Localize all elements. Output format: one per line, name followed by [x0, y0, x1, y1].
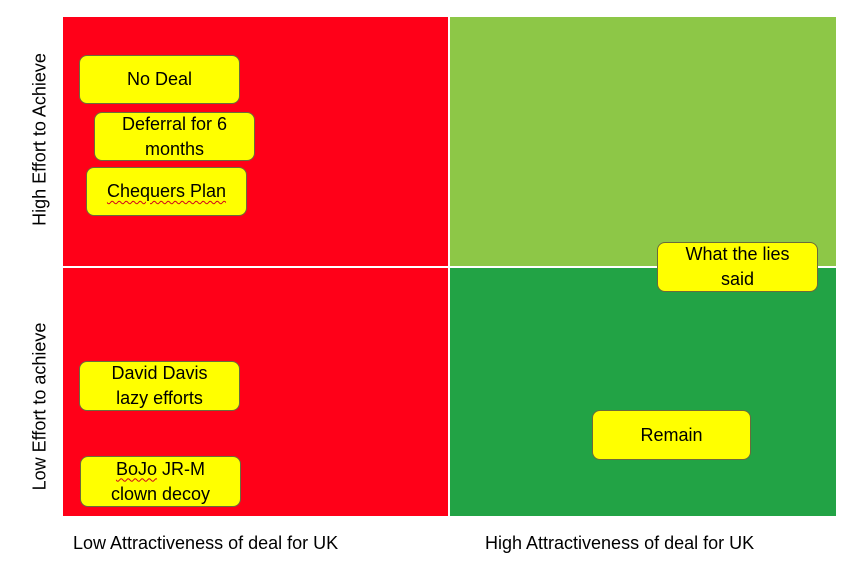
note-deferral-6-months: Deferral for 6 months: [94, 112, 255, 161]
y-axis-label-low-effort: Low Effort to achieve: [29, 322, 50, 491]
quadrant-high-attractiveness-high-effort: [450, 17, 836, 266]
note-what-the-lies-said: What the lies said: [657, 242, 818, 292]
x-axis-label-low-attractiveness: Low Attractiveness of deal for UK: [73, 533, 339, 553]
note-no-deal: No Deal: [79, 55, 240, 104]
x-axis-label-high-attractiveness: High Attractiveness of deal for UK: [485, 533, 755, 553]
note-chequers-text: Chequers Plan: [106, 181, 227, 201]
note-remain: Remain: [592, 410, 751, 460]
note-chequers-plan: Chequers Plan: [86, 167, 247, 216]
note-david-davis: David Davis lazy efforts: [79, 361, 240, 411]
note-bojo-line1: BoJo JR-M: [116, 457, 205, 482]
note-bojo-name: BoJo: [115, 458, 158, 479]
quadrant-high-attractiveness-low-effort: [450, 268, 836, 516]
note-bojo-jrm: BoJo JR-M clown decoy: [80, 456, 241, 507]
y-axis-label-high-effort: High Effort to Achieve: [29, 53, 50, 226]
note-bojo-rest: JR-M: [157, 458, 206, 479]
note-bojo-line2: clown decoy: [110, 483, 211, 504]
